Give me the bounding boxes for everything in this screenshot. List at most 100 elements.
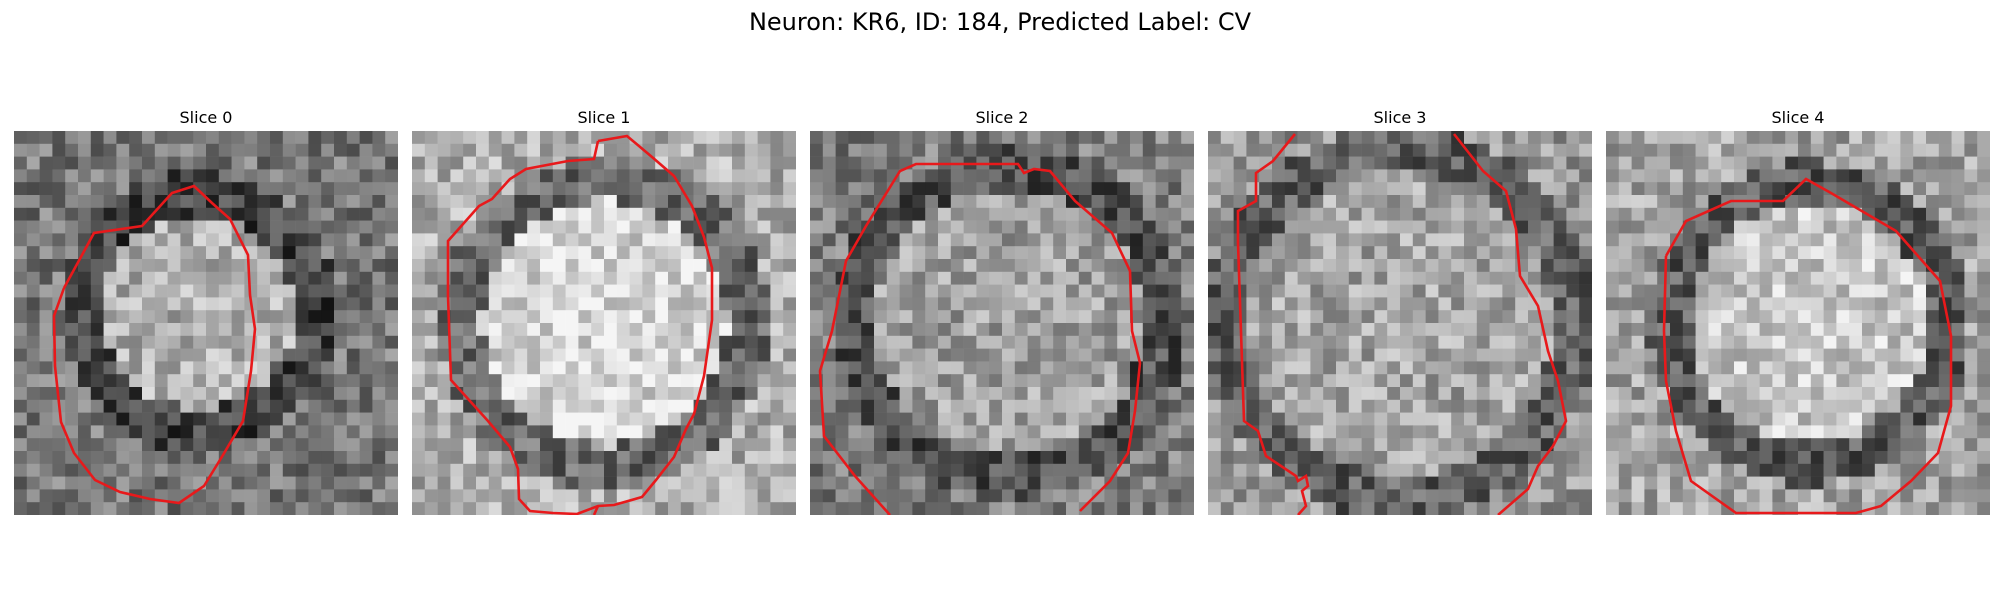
pixel	[1862, 195, 1876, 209]
pixel	[591, 310, 605, 324]
pixel	[321, 207, 335, 221]
pixel	[154, 169, 168, 183]
pixel	[1284, 284, 1298, 298]
pixel	[346, 195, 360, 209]
pixel	[1631, 156, 1645, 170]
pixel	[925, 195, 939, 209]
pixel	[1606, 399, 1620, 413]
pixel	[1721, 374, 1735, 388]
pixel	[1862, 438, 1876, 452]
pixel	[244, 489, 258, 503]
pixel	[886, 399, 900, 413]
pixel	[578, 361, 592, 375]
pixel	[848, 323, 862, 337]
pixel	[950, 374, 964, 388]
pixel	[346, 502, 360, 515]
pixel	[1874, 297, 1888, 311]
pixel	[1721, 425, 1735, 439]
pixel	[282, 207, 296, 221]
pixel	[1246, 463, 1260, 477]
pixel	[167, 451, 181, 465]
pixel	[1553, 463, 1567, 477]
slice-panel-2: Slice 2	[810, 105, 1194, 515]
pixel	[732, 233, 746, 247]
pixel	[1644, 451, 1658, 465]
pixel	[1951, 323, 1965, 337]
pixel	[912, 489, 926, 503]
pixel	[463, 156, 477, 170]
pixel	[1130, 284, 1144, 298]
pixel	[540, 169, 554, 183]
pixel	[1425, 284, 1439, 298]
pixel	[295, 310, 309, 324]
pixel	[1540, 284, 1554, 298]
pixel	[501, 489, 515, 503]
pixel	[257, 233, 271, 247]
pixel	[874, 412, 888, 426]
pixel	[874, 425, 888, 439]
pixel	[1336, 207, 1350, 221]
pixel	[1117, 297, 1131, 311]
pixel	[180, 310, 194, 324]
pixel	[321, 489, 335, 503]
pixel	[783, 310, 796, 324]
pixel	[886, 335, 900, 349]
pixel	[744, 425, 758, 439]
pixel	[1220, 271, 1234, 285]
pixel	[116, 297, 130, 311]
pixel	[1734, 399, 1748, 413]
pixel	[616, 463, 630, 477]
pixel	[989, 271, 1003, 285]
pixel	[1476, 195, 1490, 209]
pixel	[719, 195, 733, 209]
pixel	[527, 476, 541, 490]
pixel	[1553, 207, 1567, 221]
pixel	[1515, 156, 1529, 170]
pixel	[1323, 489, 1337, 503]
pixel	[680, 335, 694, 349]
pixel	[308, 284, 322, 298]
pixel	[65, 335, 79, 349]
pixel	[655, 182, 669, 196]
pixel	[642, 246, 656, 260]
pixel	[770, 284, 784, 298]
pixel	[270, 387, 284, 401]
pixel	[463, 271, 477, 285]
pixel	[270, 271, 284, 285]
pixel	[424, 463, 438, 477]
pixel	[668, 233, 682, 247]
pixel	[1297, 131, 1311, 145]
pixel	[1887, 451, 1901, 465]
pixel	[231, 476, 245, 490]
pixel	[39, 476, 53, 490]
pixel	[1579, 323, 1592, 337]
pixel	[1181, 143, 1194, 157]
pixel	[616, 207, 630, 221]
pixel	[835, 131, 849, 145]
pixel	[1926, 412, 1940, 426]
pixel	[1926, 195, 1940, 209]
pixel	[578, 284, 592, 298]
pixel	[1644, 361, 1658, 375]
pixel	[206, 182, 220, 196]
pixel	[1862, 412, 1876, 426]
pixel	[1913, 156, 1927, 170]
pixel	[1438, 131, 1452, 145]
pixel	[1926, 335, 1940, 349]
pixel	[1104, 323, 1118, 337]
pixel	[770, 425, 784, 439]
pixel	[1181, 502, 1194, 515]
pixel	[719, 387, 733, 401]
pixel	[540, 207, 554, 221]
pixel	[1823, 169, 1837, 183]
pixel	[1566, 143, 1580, 157]
pixel	[732, 271, 746, 285]
pixel	[1066, 310, 1080, 324]
pixel	[1606, 323, 1620, 337]
pixel	[1759, 143, 1773, 157]
pixel	[218, 169, 232, 183]
pixel	[680, 156, 694, 170]
pixel	[1066, 438, 1080, 452]
pixel	[116, 476, 130, 490]
pixel	[1078, 143, 1092, 157]
